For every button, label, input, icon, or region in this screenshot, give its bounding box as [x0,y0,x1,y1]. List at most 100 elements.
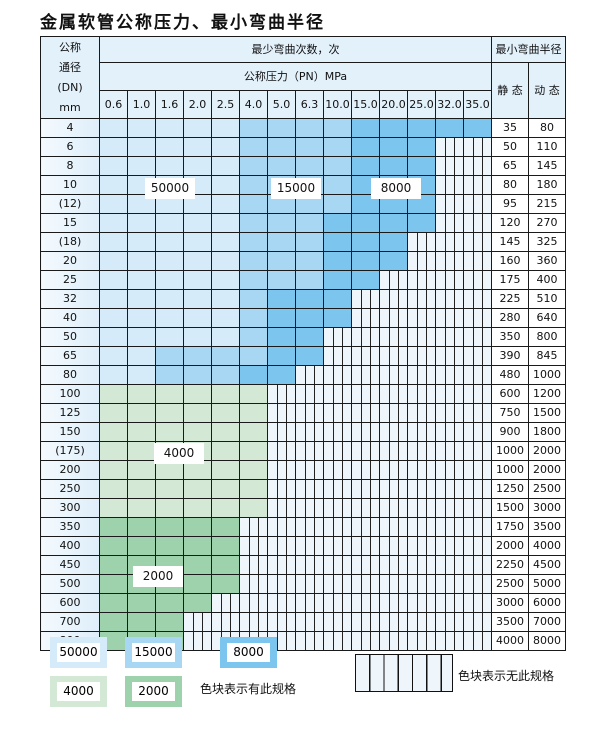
dn-cell: 25 [40,270,100,290]
no-spec-cell [239,593,268,613]
no-spec-cell [407,384,436,404]
spec-cell [211,270,240,290]
dn-cell: 10 [40,175,100,195]
no-spec-cell [463,289,492,309]
dynamic-radius-cell: 4500 [528,555,566,575]
dn-cell: 80 [40,365,100,385]
no-spec-cell [435,251,464,271]
no-spec-cell [351,346,380,366]
table-row: 20 160 360 [40,251,566,271]
spec-cell [267,118,296,138]
no-spec-cell [323,498,352,518]
spec-cell [99,441,128,461]
spec-cell [323,194,352,214]
spec-cell [211,289,240,309]
spec-cell [379,232,408,252]
spec-cell [211,365,240,385]
dn-cell: 6 [40,137,100,157]
no-spec-cell [435,194,464,214]
spec-cell [211,137,240,157]
static-radius-cell: 900 [491,422,529,442]
no-spec-cell [239,536,268,556]
spec-cell [99,251,128,271]
spec-cell [183,479,212,499]
no-spec-cell [351,536,380,556]
dn-cell: 20 [40,251,100,271]
dynamic-radius-cell: 2000 [528,460,566,480]
spec-cell [239,346,268,366]
spec-cell [127,517,156,537]
spec-cell [155,536,184,556]
no-spec-cell [407,498,436,518]
no-spec-cell [435,403,464,423]
dynamic-radius-cell: 400 [528,270,566,290]
spec-cell [295,251,324,271]
no-spec-cell [267,574,296,594]
no-spec-cell [351,289,380,309]
spec-cell [183,270,212,290]
spec-cell [239,137,268,157]
spec-cell [211,555,240,575]
static-radius-cell: 600 [491,384,529,404]
spec-cell [295,118,324,138]
spec-cell [267,308,296,328]
spec-cell [267,365,296,385]
spec-cell [127,232,156,252]
no-spec-cell [435,308,464,328]
spec-cell [211,194,240,214]
spec-cell [379,156,408,176]
spec-cell [211,308,240,328]
no-spec-cell [323,593,352,613]
spec-cell [99,574,128,594]
spec-cell [351,251,380,271]
spec-cell [295,232,324,252]
dynamic-radius-cell: 2500 [528,479,566,499]
no-spec-cell [267,536,296,556]
spec-cell [211,346,240,366]
pressure-col-header: 15.0 [351,90,380,119]
dynamic-radius-cell: 4000 [528,536,566,556]
no-spec-cell [351,403,380,423]
page-title: 金属软管公称压力、最小弯曲半径 [40,13,325,33]
dynamic-radius-cell: 845 [528,346,566,366]
spec-cell [155,327,184,347]
table-row: 100 600 1200 [40,384,566,404]
no-spec-cell [463,555,492,575]
spec-cell [239,403,268,423]
static-radius-cell: 3000 [491,593,529,613]
spec-cell [211,156,240,176]
spec-cell [99,232,128,252]
table-row: 8 65 145 [40,156,566,176]
no-spec-cell [435,175,464,195]
no-spec-cell [351,479,380,499]
spec-cell [211,213,240,233]
dn-cell: (12) [40,194,100,214]
pressure-row: 0.6 1.0 1.6 2.0 2.5 4.0 5.0 6.3 10.0 15.0 20.0 25.0… [41,90,566,119]
spec-cell [99,422,128,442]
spec-cell [99,479,128,499]
region-label-2000: 2000 [133,566,183,587]
no-spec-cell [463,251,492,271]
spec-cell [155,118,184,138]
spec-cell [239,194,268,214]
no-spec-cell [323,441,352,461]
spec-cell [155,422,184,442]
spec-cell [351,232,380,252]
table-row: 600 3000 6000 [40,593,566,613]
spec-cell [323,118,352,138]
spec-cell [99,289,128,309]
dynamic-radius-cell: 640 [528,308,566,328]
dn-header-line: (DN) [57,80,83,94]
spec-cell [323,213,352,233]
static-radius-cell: 145 [491,232,529,252]
no-spec-cell [407,270,436,290]
static-radius-cell: 2250 [491,555,529,575]
table-row: 300 1500 3000 [40,498,566,518]
no-spec-cell [295,365,324,385]
spec-cell [239,308,268,328]
no-spec-cell [435,555,464,575]
pressure-col-header: 2.5 [211,90,240,119]
spec-cell [183,384,212,404]
table-row: 350 1750 3500 [40,517,566,537]
spec-cell [267,346,296,366]
